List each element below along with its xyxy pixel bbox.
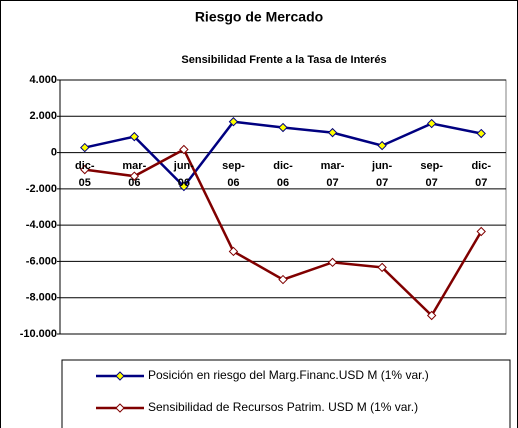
series-marker [228, 117, 239, 127]
chart-subtitle: Sensibilidad Frente a la Tasa de Interés [181, 54, 386, 66]
series-marker [228, 246, 239, 257]
x-tick-label: mar-06 [122, 159, 147, 189]
series-marker [327, 257, 338, 268]
x-tick-label: mar-07 [320, 159, 345, 189]
series-marker [179, 181, 189, 192]
x-tick-label: dic-07 [471, 159, 491, 189]
y-tick-label: 0 [51, 146, 57, 158]
series-marker [80, 142, 90, 153]
chart-title: Riesgo de Mercado [195, 9, 323, 25]
y-tick-label: -6.000 [26, 255, 57, 267]
x-tick-label: dic-06 [273, 159, 293, 189]
x-tick-label: jun-07 [372, 159, 393, 189]
series-marker [179, 144, 189, 155]
series-marker [426, 118, 437, 129]
x-tick-label: sep-06 [222, 159, 245, 189]
series-marker [476, 226, 486, 237]
series-marker [129, 171, 140, 181]
plot-area [59, 79, 507, 335]
legend-label: Posición en riesgo del Marg.Financ.USD M… [148, 368, 429, 382]
series-marker [377, 262, 387, 273]
series-marker [377, 140, 387, 151]
series-marker [278, 274, 288, 285]
y-tick-label: 2.000 [29, 110, 57, 122]
series-marker [129, 131, 140, 142]
x-tick-label: dic-05 [74, 159, 95, 189]
y-tick-label: -8.000 [26, 292, 57, 304]
x-tick-label: jun-06 [173, 159, 194, 189]
legend-marker [115, 403, 125, 413]
y-tick-label: -4.000 [26, 219, 57, 231]
series-marker [327, 127, 338, 138]
x-tick-label: sep-07 [420, 159, 443, 189]
series-marker [80, 164, 90, 175]
legend-label: Sensibilidad de Recursos Patrim. USD M (… [148, 400, 418, 414]
legend-box [61, 359, 511, 428]
y-tick-label: -2.000 [26, 183, 57, 195]
series-marker [476, 128, 486, 139]
legend-marker [115, 371, 125, 381]
y-tick-label: 4.000 [29, 74, 57, 86]
series-marker [426, 310, 437, 321]
series-marker [278, 122, 288, 133]
y-tick-label: -10.000 [20, 328, 57, 340]
